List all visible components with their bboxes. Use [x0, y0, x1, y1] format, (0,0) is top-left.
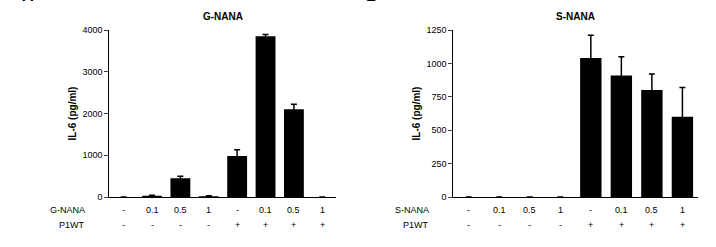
svg-text:+: + — [291, 220, 296, 230]
svg-text:IL-6 (pg/ml): IL-6 (pg/ml) — [67, 87, 78, 141]
svg-text:0.1: 0.1 — [493, 205, 506, 215]
svg-text:-: - — [122, 205, 125, 215]
svg-text:-: - — [122, 220, 125, 230]
svg-text:1: 1 — [206, 205, 211, 215]
svg-text:G-NANA: G-NANA — [203, 11, 243, 22]
svg-text:-: - — [207, 220, 210, 230]
svg-text:+: + — [588, 220, 593, 230]
svg-text:IL-6 (pg/ml): IL-6 (pg/ml) — [411, 87, 422, 141]
svg-text:0.5: 0.5 — [645, 205, 658, 215]
svg-text:1000: 1000 — [83, 150, 103, 160]
svg-text:-: - — [151, 220, 154, 230]
svg-text:1000: 1000 — [427, 59, 447, 69]
svg-text:B: B — [366, 0, 378, 4]
svg-text:4000: 4000 — [83, 25, 103, 35]
svg-text:2000: 2000 — [83, 109, 103, 119]
svg-text:+: + — [263, 220, 268, 230]
svg-text:1: 1 — [680, 205, 685, 215]
svg-text:-: - — [559, 220, 562, 230]
svg-text:0: 0 — [442, 192, 447, 202]
svg-text:G-NANA: G-NANA — [50, 205, 85, 215]
svg-text:500: 500 — [432, 125, 447, 135]
svg-text:0.5: 0.5 — [523, 205, 536, 215]
svg-text:S-NANA: S-NANA — [395, 205, 429, 215]
svg-text:-: - — [467, 205, 470, 215]
svg-text:0.5: 0.5 — [174, 205, 187, 215]
svg-text:-: - — [236, 205, 239, 215]
svg-text:1: 1 — [320, 205, 325, 215]
svg-text:250: 250 — [432, 159, 447, 169]
svg-text:+: + — [649, 220, 654, 230]
svg-text:S-NANA: S-NANA — [556, 11, 595, 22]
svg-text:P1WT: P1WT — [59, 220, 85, 230]
svg-text:+: + — [235, 220, 240, 230]
svg-text:0.1: 0.1 — [259, 205, 272, 215]
svg-text:-: - — [498, 220, 501, 230]
svg-text:-: - — [467, 220, 470, 230]
svg-text:+: + — [320, 220, 325, 230]
svg-text:0.1: 0.1 — [146, 205, 159, 215]
svg-text:A: A — [22, 0, 34, 4]
svg-text:750: 750 — [432, 92, 447, 102]
svg-text:-: - — [589, 205, 592, 215]
svg-text:3000: 3000 — [83, 67, 103, 77]
svg-text:-: - — [528, 220, 531, 230]
svg-text:-: - — [179, 220, 182, 230]
svg-text:+: + — [619, 220, 624, 230]
svg-text:0: 0 — [98, 192, 103, 202]
svg-text:0.1: 0.1 — [615, 205, 628, 215]
svg-text:P1WT: P1WT — [403, 220, 429, 230]
svg-text:1: 1 — [558, 205, 563, 215]
svg-text:0.5: 0.5 — [287, 205, 300, 215]
svg-text:1250: 1250 — [427, 25, 447, 35]
svg-text:+: + — [680, 220, 685, 230]
